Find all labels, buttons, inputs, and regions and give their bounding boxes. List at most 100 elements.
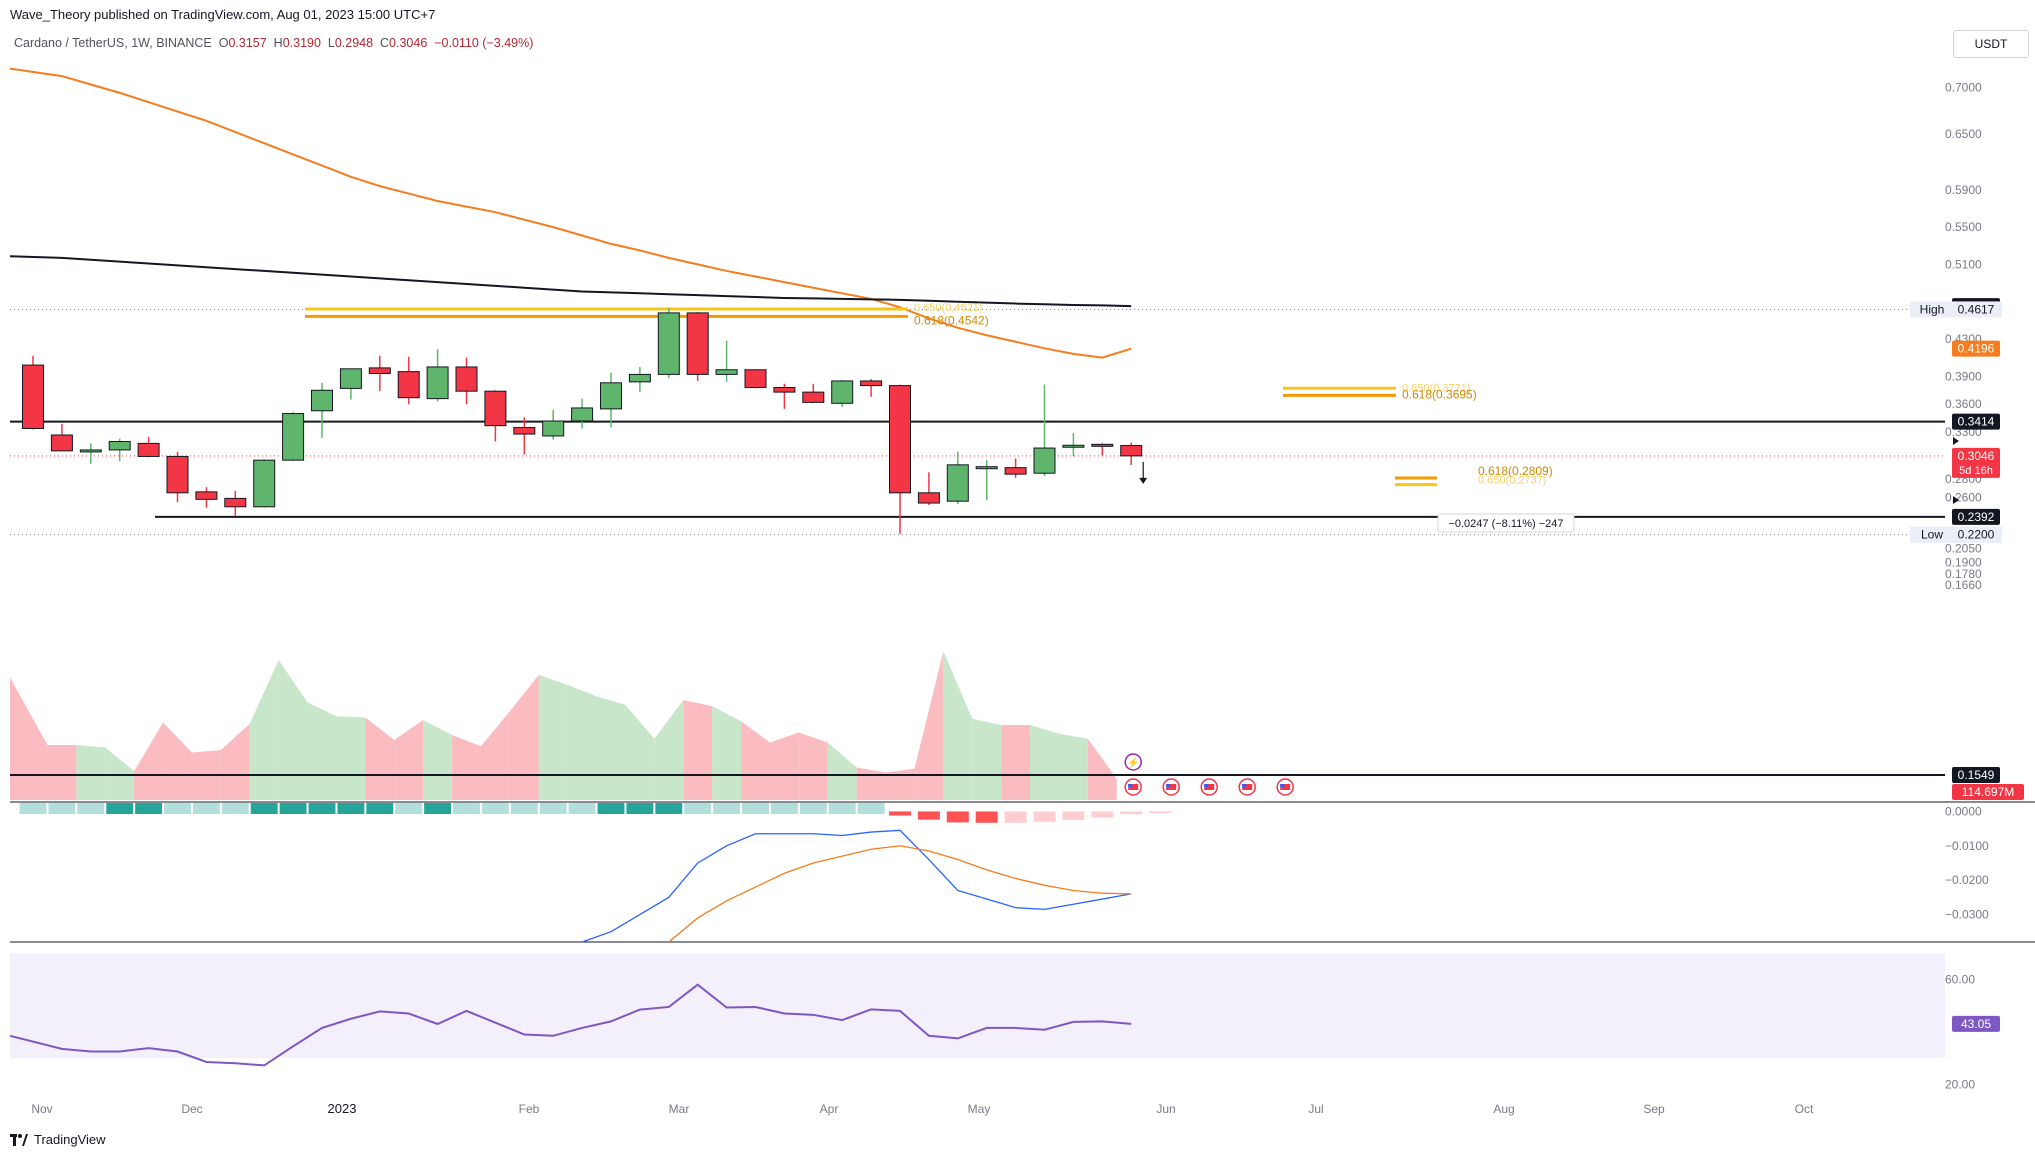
high-label: H: [273, 36, 283, 50]
us-flag-canton: [1128, 784, 1133, 787]
time-axis-label: Sep: [1643, 1102, 1665, 1116]
macd-histogram-bar: [857, 803, 885, 814]
macd-histogram-bar: [713, 803, 741, 814]
price-axis-tick: 0.1780: [1945, 567, 1982, 581]
open-label: O: [218, 36, 229, 50]
candle-body: [224, 497, 247, 508]
macd-axis-tick: −0.0300: [1945, 908, 1989, 922]
fib-label: 0.618(0.3695): [1402, 387, 1477, 401]
fib-ghost-label: 0.650(0.3771): [1402, 382, 1471, 394]
open-value: 0.3157: [228, 36, 267, 50]
macd-histogram-bar: [481, 803, 509, 814]
macd-histogram-bar: [424, 803, 452, 814]
macd-histogram-bar: [1062, 811, 1085, 821]
macd-histogram-bar: [684, 803, 712, 814]
volume-area-segment: [105, 747, 135, 800]
macd-histogram-bar: [1120, 811, 1143, 815]
volume-area-segment: [220, 723, 250, 800]
tradingview-brand[interactable]: TradingView: [10, 1132, 106, 1147]
macd-line: [581, 829, 1132, 943]
low-label: Low: [1921, 528, 1943, 542]
price-axis-tick: 0.5500: [1945, 220, 1982, 234]
macd-histogram-bar: [250, 803, 278, 814]
axis-arrow-marker: [1953, 437, 1959, 445]
volume-area-segment: [856, 767, 886, 800]
volume-area-segment: [914, 651, 944, 800]
macd-histogram-bar: [917, 811, 940, 820]
low-label-box: [1910, 526, 2002, 543]
symbol-legend: Cardano / TetherUS, 1W, BINANCE O0.3157 …: [14, 36, 533, 50]
candle-body: [600, 382, 622, 410]
candle-body: [137, 442, 160, 457]
time-axis-label: Aug: [1493, 1102, 1514, 1116]
high-value: 0.3190: [282, 36, 321, 50]
macd-histogram-bar: [279, 803, 307, 814]
volume-area-segment: [596, 696, 626, 800]
time-axis-label: Jul: [1308, 1102, 1323, 1116]
macd-histogram-bar: [655, 803, 683, 814]
fib-label: 0.618(0.4542): [914, 313, 989, 327]
macd-histogram-bar: [164, 803, 191, 814]
macd-histogram-bar: [395, 803, 423, 814]
time-axis-label: 2023: [328, 1101, 357, 1116]
us-flag-stripes: [1242, 784, 1253, 790]
candle-body: [195, 491, 218, 500]
us-flag-canton: [1204, 784, 1209, 787]
high-value: 0.4617: [1958, 302, 1995, 316]
macd-axis-tick: −0.0100: [1945, 839, 1989, 853]
volume-area-segment: [712, 706, 742, 800]
macd-histogram-bar: [77, 803, 105, 814]
volume-area-segment: [625, 705, 655, 800]
time-axis-label: Feb: [519, 1102, 540, 1116]
candle-body: [166, 455, 189, 494]
time-axis-label: Oct: [1795, 1102, 1814, 1116]
time-axis-label: Apr: [820, 1102, 839, 1116]
price-axis-tick: 0.1660: [1945, 578, 1982, 592]
macd-histogram-bar: [597, 803, 625, 814]
candle-body: [715, 369, 738, 375]
macd-histogram-bar: [453, 803, 480, 814]
candle-body: [571, 407, 594, 422]
candle-body: [975, 466, 998, 470]
candle-body: [917, 492, 940, 504]
macd-histogram-bar: [510, 803, 538, 814]
flash-event-icon[interactable]: [1124, 753, 1142, 771]
volume-level-badge-box: [1952, 767, 2000, 783]
price-axis-tick: 0.3900: [1945, 369, 1982, 383]
fib-label: 0.618(0.2809): [1478, 464, 1553, 478]
volume-area-segment: [336, 716, 366, 800]
macd-histogram-bar: [1004, 811, 1027, 823]
macd-axis-tick: −0.0200: [1945, 873, 1989, 887]
rsi-badge-box: [1952, 1015, 2000, 1032]
volume-area-segment: [741, 721, 770, 800]
macd-histogram-bar: [1149, 811, 1172, 814]
volume-area-segment: [423, 720, 453, 800]
candle-body: [368, 367, 391, 374]
measure-label-box: [1437, 513, 1575, 533]
macd-histogram-bar: [221, 803, 249, 814]
ema-orange-badge: 0.4196: [1958, 342, 1995, 356]
tradingview-logo-icon: [10, 1133, 28, 1146]
measure-arrow-head: [1139, 477, 1148, 484]
macd-histogram-bar: [366, 803, 394, 814]
currency-button[interactable]: USDT: [1953, 30, 2029, 58]
macd-histogram-bar: [308, 803, 336, 814]
price-axis-tick: 0.5100: [1945, 257, 1982, 271]
macd-histogram-bar: [828, 803, 856, 814]
volume-area-segment: [509, 675, 539, 800]
volume-area-segment: [278, 660, 308, 800]
macd-histogram-bar: [568, 803, 596, 814]
volume-area-segment: [798, 732, 828, 800]
volume-area-segment: [452, 735, 481, 800]
volume-area-segment: [480, 711, 510, 800]
volume-area-segment: [827, 742, 857, 800]
rsi-band: [10, 953, 1945, 1059]
high-label: High: [1920, 302, 1945, 316]
high-label-box: [1910, 301, 2002, 318]
macd-histogram-bar: [889, 811, 911, 816]
candle-body: [1091, 443, 1114, 447]
symbol-name[interactable]: Cardano / TetherUS, 1W, BINANCE: [14, 36, 212, 50]
ema-orange-badge-box: [1952, 340, 2000, 357]
volume-badge-box: [1952, 784, 2024, 800]
